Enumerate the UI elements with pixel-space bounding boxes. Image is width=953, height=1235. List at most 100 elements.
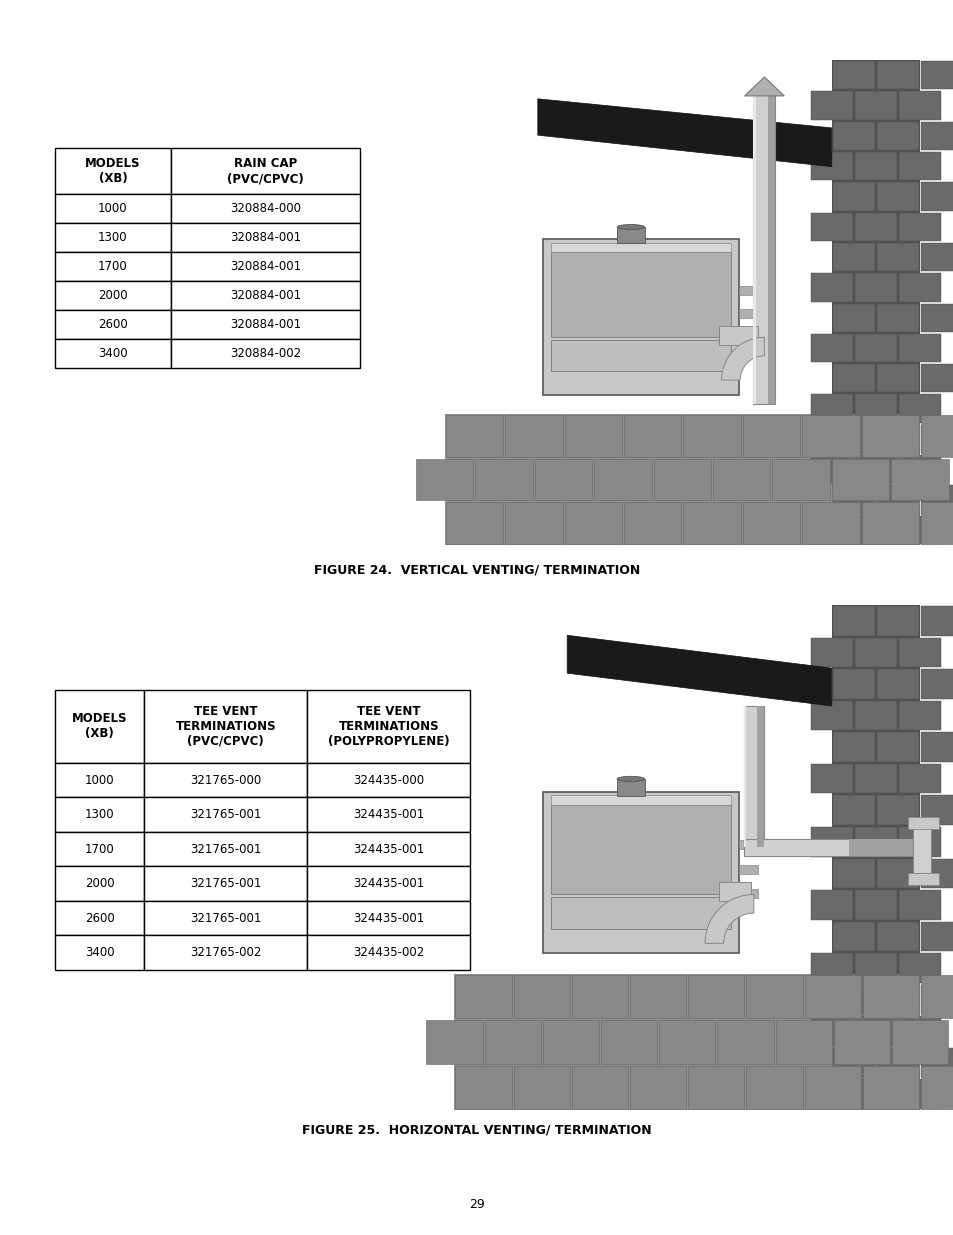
Text: 320884-002: 320884-002 [230, 347, 301, 361]
Bar [307, 867, 470, 902]
Bar [920, 415, 953, 457]
Bar [55, 148, 171, 194]
Bar [738, 309, 758, 319]
Text: 320884-001: 320884-001 [230, 261, 301, 273]
Bar [810, 333, 852, 362]
Bar [719, 882, 750, 900]
Bar [717, 1020, 773, 1063]
Bar [623, 415, 680, 457]
Bar [535, 458, 592, 500]
Bar [832, 121, 874, 149]
Bar [756, 706, 763, 847]
Text: 29: 29 [469, 1198, 484, 1212]
Bar [682, 415, 740, 457]
Bar [55, 798, 144, 832]
Bar [307, 690, 470, 763]
Bar [542, 1020, 598, 1063]
Bar [832, 795, 874, 825]
Bar [144, 902, 307, 935]
Bar [504, 415, 562, 457]
Bar [803, 974, 860, 1018]
Bar [144, 867, 307, 902]
Ellipse shape [617, 225, 644, 230]
Bar [833, 1020, 889, 1063]
Bar [854, 212, 896, 241]
Bar [629, 1066, 685, 1109]
Bar [742, 503, 800, 543]
Bar [912, 823, 930, 873]
Bar [801, 415, 859, 457]
Bar [475, 458, 533, 500]
Bar [550, 252, 730, 337]
Bar [920, 364, 953, 393]
Text: 1700: 1700 [85, 842, 114, 856]
Bar [920, 243, 953, 272]
Bar [426, 1020, 482, 1063]
Text: 321765-001: 321765-001 [190, 877, 261, 890]
Bar [171, 148, 359, 194]
Bar [832, 183, 874, 210]
Bar [920, 183, 953, 210]
Bar [876, 1047, 918, 1077]
Bar [687, 974, 743, 1018]
Bar [898, 394, 940, 422]
Bar [513, 974, 569, 1018]
Bar [832, 304, 874, 332]
Bar [513, 1066, 569, 1109]
Text: 320884-001: 320884-001 [230, 231, 301, 245]
Text: 324435-002: 324435-002 [353, 946, 424, 960]
Text: 324435-001: 324435-001 [353, 808, 424, 821]
Text: FIGURE 25.  HORIZONTAL VENTING/ TERMINATION: FIGURE 25. HORIZONTAL VENTING/ TERMINATI… [302, 1124, 651, 1136]
Bar [742, 839, 919, 856]
Bar [144, 690, 307, 763]
Bar [920, 1066, 953, 1109]
Bar [712, 458, 770, 500]
Text: 2600: 2600 [98, 319, 128, 331]
Bar [876, 243, 918, 272]
Bar [594, 458, 651, 500]
Bar [898, 700, 940, 730]
Bar [550, 805, 730, 894]
Bar [854, 890, 896, 920]
Text: 3400: 3400 [98, 347, 128, 361]
Bar [307, 798, 470, 832]
Bar [455, 974, 511, 1018]
Bar [876, 669, 918, 699]
Bar [307, 832, 470, 867]
Bar [738, 864, 758, 873]
Bar [898, 454, 940, 483]
Bar [898, 516, 940, 543]
Bar [550, 341, 730, 372]
Bar [55, 340, 171, 368]
Bar [810, 454, 852, 483]
Bar [876, 121, 918, 149]
Bar [920, 61, 953, 89]
Text: 1300: 1300 [98, 231, 128, 245]
Polygon shape [537, 99, 831, 167]
Bar [854, 1079, 896, 1109]
Bar [775, 1020, 831, 1063]
Bar [810, 1016, 852, 1046]
Text: 1300: 1300 [85, 808, 114, 821]
Text: 320884-000: 320884-000 [230, 203, 300, 215]
Bar [854, 827, 896, 857]
Text: 3400: 3400 [85, 946, 114, 960]
Bar [861, 503, 918, 543]
Bar [55, 902, 144, 935]
Bar [55, 252, 171, 282]
Bar [55, 310, 171, 340]
Bar [171, 340, 359, 368]
Bar [810, 394, 852, 422]
Bar [542, 792, 738, 953]
Text: 2000: 2000 [85, 877, 114, 890]
Bar [861, 415, 918, 457]
Bar [719, 326, 758, 345]
Bar [687, 1066, 743, 1109]
Bar [55, 867, 144, 902]
Bar [890, 458, 947, 500]
Bar [832, 606, 874, 636]
Bar [920, 669, 953, 699]
Bar [55, 763, 144, 798]
Bar [898, 1079, 940, 1109]
Bar [810, 827, 852, 857]
